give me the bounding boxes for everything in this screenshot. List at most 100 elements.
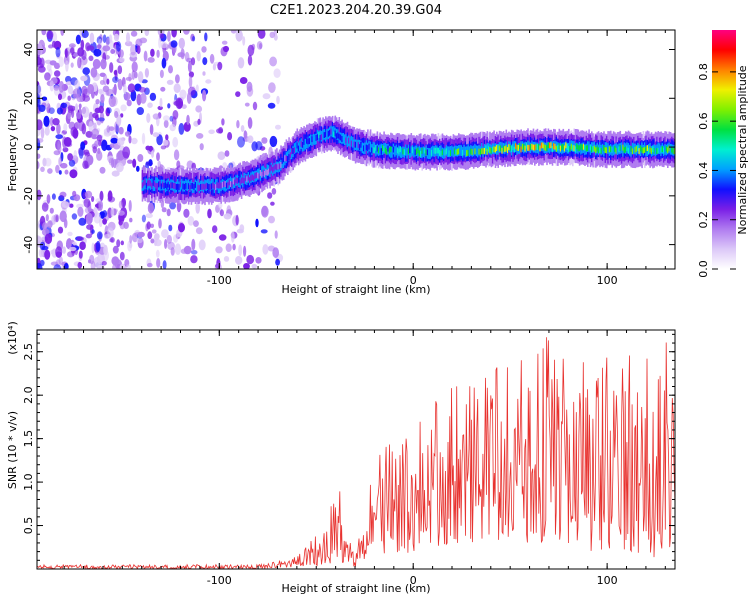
ridge-cell — [477, 145, 479, 152]
ridge-cell — [197, 184, 199, 191]
noise-cell — [94, 140, 99, 148]
ridge-cell — [263, 171, 266, 177]
noise-cell — [55, 47, 61, 58]
ridge-cell — [629, 146, 631, 153]
ridge-cell — [350, 140, 353, 147]
noise-cell — [195, 84, 199, 93]
noise-cell — [138, 86, 147, 93]
noise-cell — [243, 245, 247, 257]
noise-cell — [180, 48, 185, 60]
noise-cell — [60, 30, 65, 36]
ridge-cell — [524, 145, 527, 152]
noise-cell — [235, 91, 241, 97]
ridge-cell — [333, 126, 335, 137]
noise-cell — [147, 102, 153, 108]
noise-cell — [58, 81, 65, 93]
ridge-cell — [392, 146, 395, 153]
noise-cell — [144, 30, 150, 37]
ridge-cell — [314, 137, 316, 143]
noise-cell — [247, 117, 253, 129]
ridge-cell — [160, 183, 163, 190]
ridge-cell — [546, 145, 548, 152]
noise-cell — [113, 33, 120, 42]
ridge-cell — [422, 147, 425, 154]
noise-cell — [37, 160, 40, 170]
noise-cell — [159, 69, 164, 79]
noise-cell — [89, 32, 95, 44]
noise-cell — [180, 248, 188, 254]
noise-cell — [100, 58, 107, 70]
noise-cell — [224, 150, 230, 157]
noise-cell — [79, 241, 86, 250]
noise-cell — [183, 30, 190, 35]
ridge-cell — [650, 148, 653, 154]
ridge-cell — [528, 145, 531, 151]
ridge-cell — [500, 145, 502, 152]
ridge-cell — [639, 145, 642, 152]
noise-cell — [120, 113, 124, 118]
noise-cell — [147, 202, 154, 214]
ridge-cell — [520, 146, 522, 153]
noise-cell — [63, 263, 69, 269]
ridge-cell — [569, 140, 571, 152]
noise-cell — [56, 107, 64, 115]
noise-cell — [136, 107, 144, 115]
ridge-cell — [357, 142, 360, 148]
noise-cell — [126, 159, 133, 164]
ridge-cell — [372, 147, 375, 154]
ridge-cell — [649, 146, 651, 153]
noise-cell — [137, 71, 144, 83]
noise-cell — [72, 190, 77, 197]
ridge-cell — [638, 148, 641, 154]
noise-cell — [106, 125, 111, 133]
ridge-cell — [568, 145, 570, 152]
ridge-cell — [398, 148, 400, 155]
ridge-cell — [612, 147, 615, 153]
ridge-cell — [642, 147, 645, 154]
noise-cell — [128, 135, 132, 144]
noise-cell — [151, 150, 154, 158]
noise-cell — [91, 242, 95, 254]
ridge-cell — [274, 163, 277, 170]
noise-cell — [44, 249, 51, 260]
ridge-cell — [660, 147, 662, 154]
ridge-cell — [148, 179, 151, 186]
noise-cell — [204, 32, 208, 42]
ridge-cell — [486, 143, 489, 154]
noise-cell — [149, 124, 154, 135]
noise-cell — [230, 30, 237, 34]
noise-cell — [58, 170, 62, 175]
noise-cell — [62, 246, 66, 254]
noise-cell — [190, 255, 198, 264]
ridge-cell — [540, 142, 543, 149]
noise-cell — [169, 202, 177, 210]
noise-cell — [159, 33, 164, 39]
ridge-cell — [312, 134, 315, 141]
noise-cell — [156, 152, 160, 162]
noise-cell — [223, 256, 230, 262]
ridge-cell — [318, 132, 320, 138]
ridge-cell — [455, 149, 457, 156]
ridge-cell — [418, 150, 421, 157]
noise-cell — [160, 145, 167, 150]
ridge-cell — [327, 130, 330, 137]
noise-cell — [67, 153, 73, 161]
noise-cell — [214, 262, 222, 269]
noise-cell — [37, 189, 42, 201]
noise-cell — [150, 223, 155, 228]
noise-cell — [118, 219, 123, 226]
noise-cell — [139, 93, 147, 104]
noise-cell — [75, 103, 78, 114]
noise-cell — [56, 123, 61, 135]
ridge-cell — [553, 143, 555, 150]
noise-cell — [164, 239, 168, 249]
noise-cell — [174, 243, 182, 255]
ridge-cell — [399, 147, 402, 158]
ridge-cell — [329, 129, 331, 136]
ridge-cell — [289, 152, 292, 159]
noise-cell — [91, 229, 95, 234]
ridge-cell — [306, 137, 308, 144]
ridge-cell — [323, 132, 326, 138]
ridge-cell — [597, 147, 600, 154]
snr-x-axis-label: Height of straight line (km) — [281, 582, 430, 595]
